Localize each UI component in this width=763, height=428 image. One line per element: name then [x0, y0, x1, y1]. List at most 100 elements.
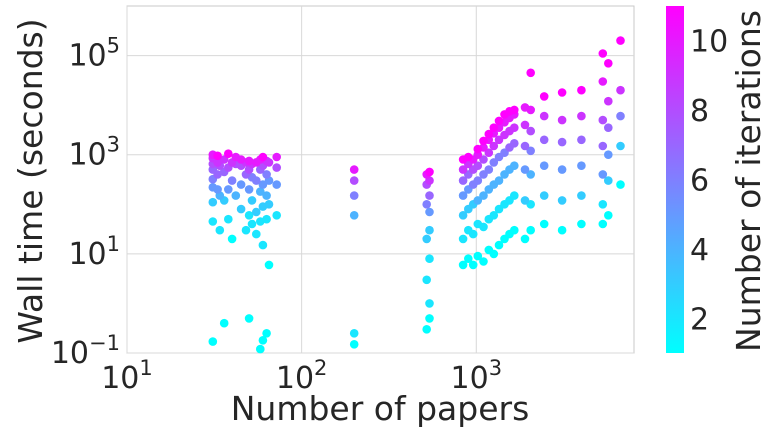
data-point	[557, 225, 567, 235]
data-point	[539, 135, 549, 145]
data-point	[262, 170, 271, 179]
data-point	[598, 219, 608, 229]
data-point	[213, 158, 222, 167]
data-point	[473, 196, 483, 205]
colorbar: 2 4 6 8 10 Number of iterations	[666, 6, 763, 353]
data-point	[272, 163, 282, 172]
data-point	[262, 214, 271, 224]
data-point	[598, 77, 608, 86]
data-point	[422, 200, 432, 209]
data-point	[224, 185, 233, 194]
colorbar-label: Number of iterations	[729, 10, 763, 352]
data-points	[208, 36, 625, 354]
data-point	[425, 254, 434, 263]
colorbar-tick-label: 4	[690, 233, 709, 268]
y-tick-label: 101	[68, 232, 120, 272]
data-point	[464, 152, 473, 162]
data-point	[520, 165, 530, 174]
data-point	[219, 318, 229, 328]
data-point	[473, 251, 483, 261]
data-point	[349, 191, 359, 200]
data-point	[520, 141, 530, 151]
data-point	[425, 299, 434, 308]
data-point	[539, 161, 549, 170]
data-point	[598, 49, 608, 58]
data-point	[262, 191, 271, 200]
data-point	[458, 260, 468, 270]
data-point	[422, 234, 432, 244]
data-point	[251, 207, 261, 217]
data-point	[349, 176, 359, 185]
data-point	[526, 105, 535, 115]
data-point	[272, 211, 282, 220]
data-point	[224, 214, 233, 224]
data-point	[479, 222, 488, 232]
y-tick-label: 103	[68, 133, 120, 173]
data-point	[458, 191, 468, 200]
data-point	[557, 196, 567, 205]
data-point	[510, 161, 519, 170]
data-point	[244, 156, 254, 166]
data-point	[241, 225, 251, 235]
colorbar-ticks: 2 4 6 8 10	[690, 25, 728, 338]
x-tick-label: 103	[451, 356, 503, 396]
data-point	[247, 196, 257, 205]
data-point	[479, 136, 488, 146]
data-point	[231, 191, 241, 200]
data-point	[425, 225, 434, 235]
y-axis-label: Wall time (seconds)	[11, 18, 50, 343]
data-point	[616, 85, 625, 95]
data-point	[208, 197, 218, 207]
data-point	[484, 148, 494, 157]
data-point	[213, 185, 222, 194]
data-point	[577, 219, 586, 229]
data-point	[526, 225, 535, 235]
data-point	[473, 161, 483, 170]
colorbar-tick-label: 2	[690, 302, 709, 337]
colorbar-tick-label: 6	[690, 164, 709, 199]
data-point	[604, 150, 613, 159]
x-axis-label: Number of papers	[231, 389, 530, 428]
data-point	[258, 336, 268, 345]
data-point	[425, 167, 434, 177]
data-point	[272, 152, 282, 162]
data-point	[247, 219, 257, 229]
data-point	[526, 126, 535, 136]
data-point	[604, 211, 613, 220]
data-point	[349, 165, 359, 174]
data-point	[510, 225, 519, 235]
data-point	[604, 59, 613, 68]
data-point	[577, 161, 586, 170]
data-point	[224, 149, 233, 158]
data-point	[208, 217, 218, 226]
data-point	[598, 115, 608, 125]
data-point	[604, 176, 613, 185]
data-point	[213, 151, 222, 161]
data-point	[479, 191, 488, 200]
data-point	[577, 135, 586, 145]
data-point	[520, 234, 530, 244]
data-point	[264, 158, 274, 167]
data-point	[494, 240, 504, 250]
data-point	[349, 340, 359, 349]
data-point	[227, 234, 237, 244]
data-point	[349, 211, 359, 220]
data-point	[262, 329, 271, 338]
data-point	[539, 191, 549, 200]
data-point	[598, 170, 608, 179]
data-point	[526, 170, 535, 179]
data-point	[489, 141, 499, 151]
data-point	[258, 180, 268, 189]
data-point	[236, 155, 246, 164]
data-point	[616, 36, 625, 45]
x-tick-label: 101	[101, 356, 153, 396]
data-point	[489, 211, 499, 220]
data-point	[526, 146, 535, 156]
data-point	[479, 257, 488, 266]
colorbar-gradient	[666, 6, 684, 353]
data-point	[264, 260, 274, 270]
data-point	[510, 191, 519, 200]
data-point	[236, 180, 246, 189]
data-point	[510, 105, 519, 115]
data-point	[425, 191, 434, 200]
